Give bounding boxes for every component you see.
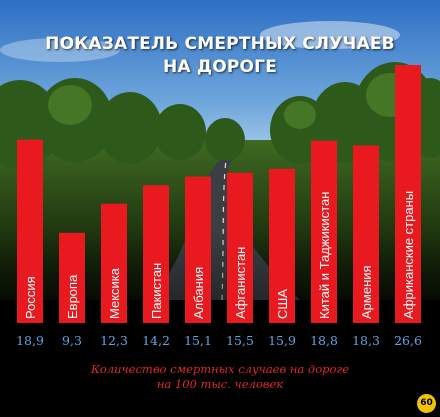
- bar-6: [269, 168, 295, 323]
- bar-7: [311, 140, 337, 323]
- bar-2: [101, 203, 127, 323]
- bar-3: [143, 185, 169, 323]
- bar-value-label: 15,9: [268, 333, 296, 348]
- page-number-badge: 60: [417, 394, 436, 413]
- bar-value-label: 15,5: [226, 333, 254, 348]
- bar-1: [59, 232, 85, 323]
- bar-value-label: 15,1: [184, 333, 212, 348]
- bar-category-label: Пакистан: [149, 263, 164, 319]
- bar-category-label: США: [275, 289, 290, 319]
- bar-category-label: Африканские страны: [401, 191, 416, 319]
- bar-8: [353, 145, 379, 323]
- bar-category-label: Китай и Таджикистан: [317, 192, 332, 319]
- bar-category-label: Россия: [23, 276, 38, 319]
- bar-value-label: 14,2: [142, 333, 170, 348]
- chart-caption-line1: Количество смертных случаев на дороге: [90, 362, 350, 376]
- bar-category-label: Европа: [65, 274, 80, 319]
- bar-5: [227, 172, 253, 323]
- bar-category-label: Армения: [359, 265, 374, 319]
- bar-value-label: 18,9: [16, 333, 44, 348]
- bar-9: [395, 65, 421, 323]
- bar-category-label: Албания: [191, 267, 206, 319]
- chart-caption-line2: на 100 тыс. человек: [156, 377, 284, 391]
- bar-0: [17, 139, 43, 323]
- bar-category-label: Мексика: [107, 267, 122, 319]
- chart-title-line1: ПОКАЗАТЕЛЬ СМЕРТНЫХ СЛУЧАЕВ: [45, 34, 395, 54]
- bar-category-label: Афганистан: [233, 247, 248, 319]
- chart-title-line2: НА ДОРОГЕ: [162, 57, 278, 77]
- bar-value-label: 18,3: [352, 333, 380, 348]
- bar-value-label: 26,6: [394, 333, 422, 348]
- bar-4: [185, 176, 211, 323]
- bar-value-label: 12,3: [100, 333, 128, 348]
- bar-value-label: 18,8: [310, 333, 338, 348]
- bar-value-label: 9,3: [62, 333, 82, 348]
